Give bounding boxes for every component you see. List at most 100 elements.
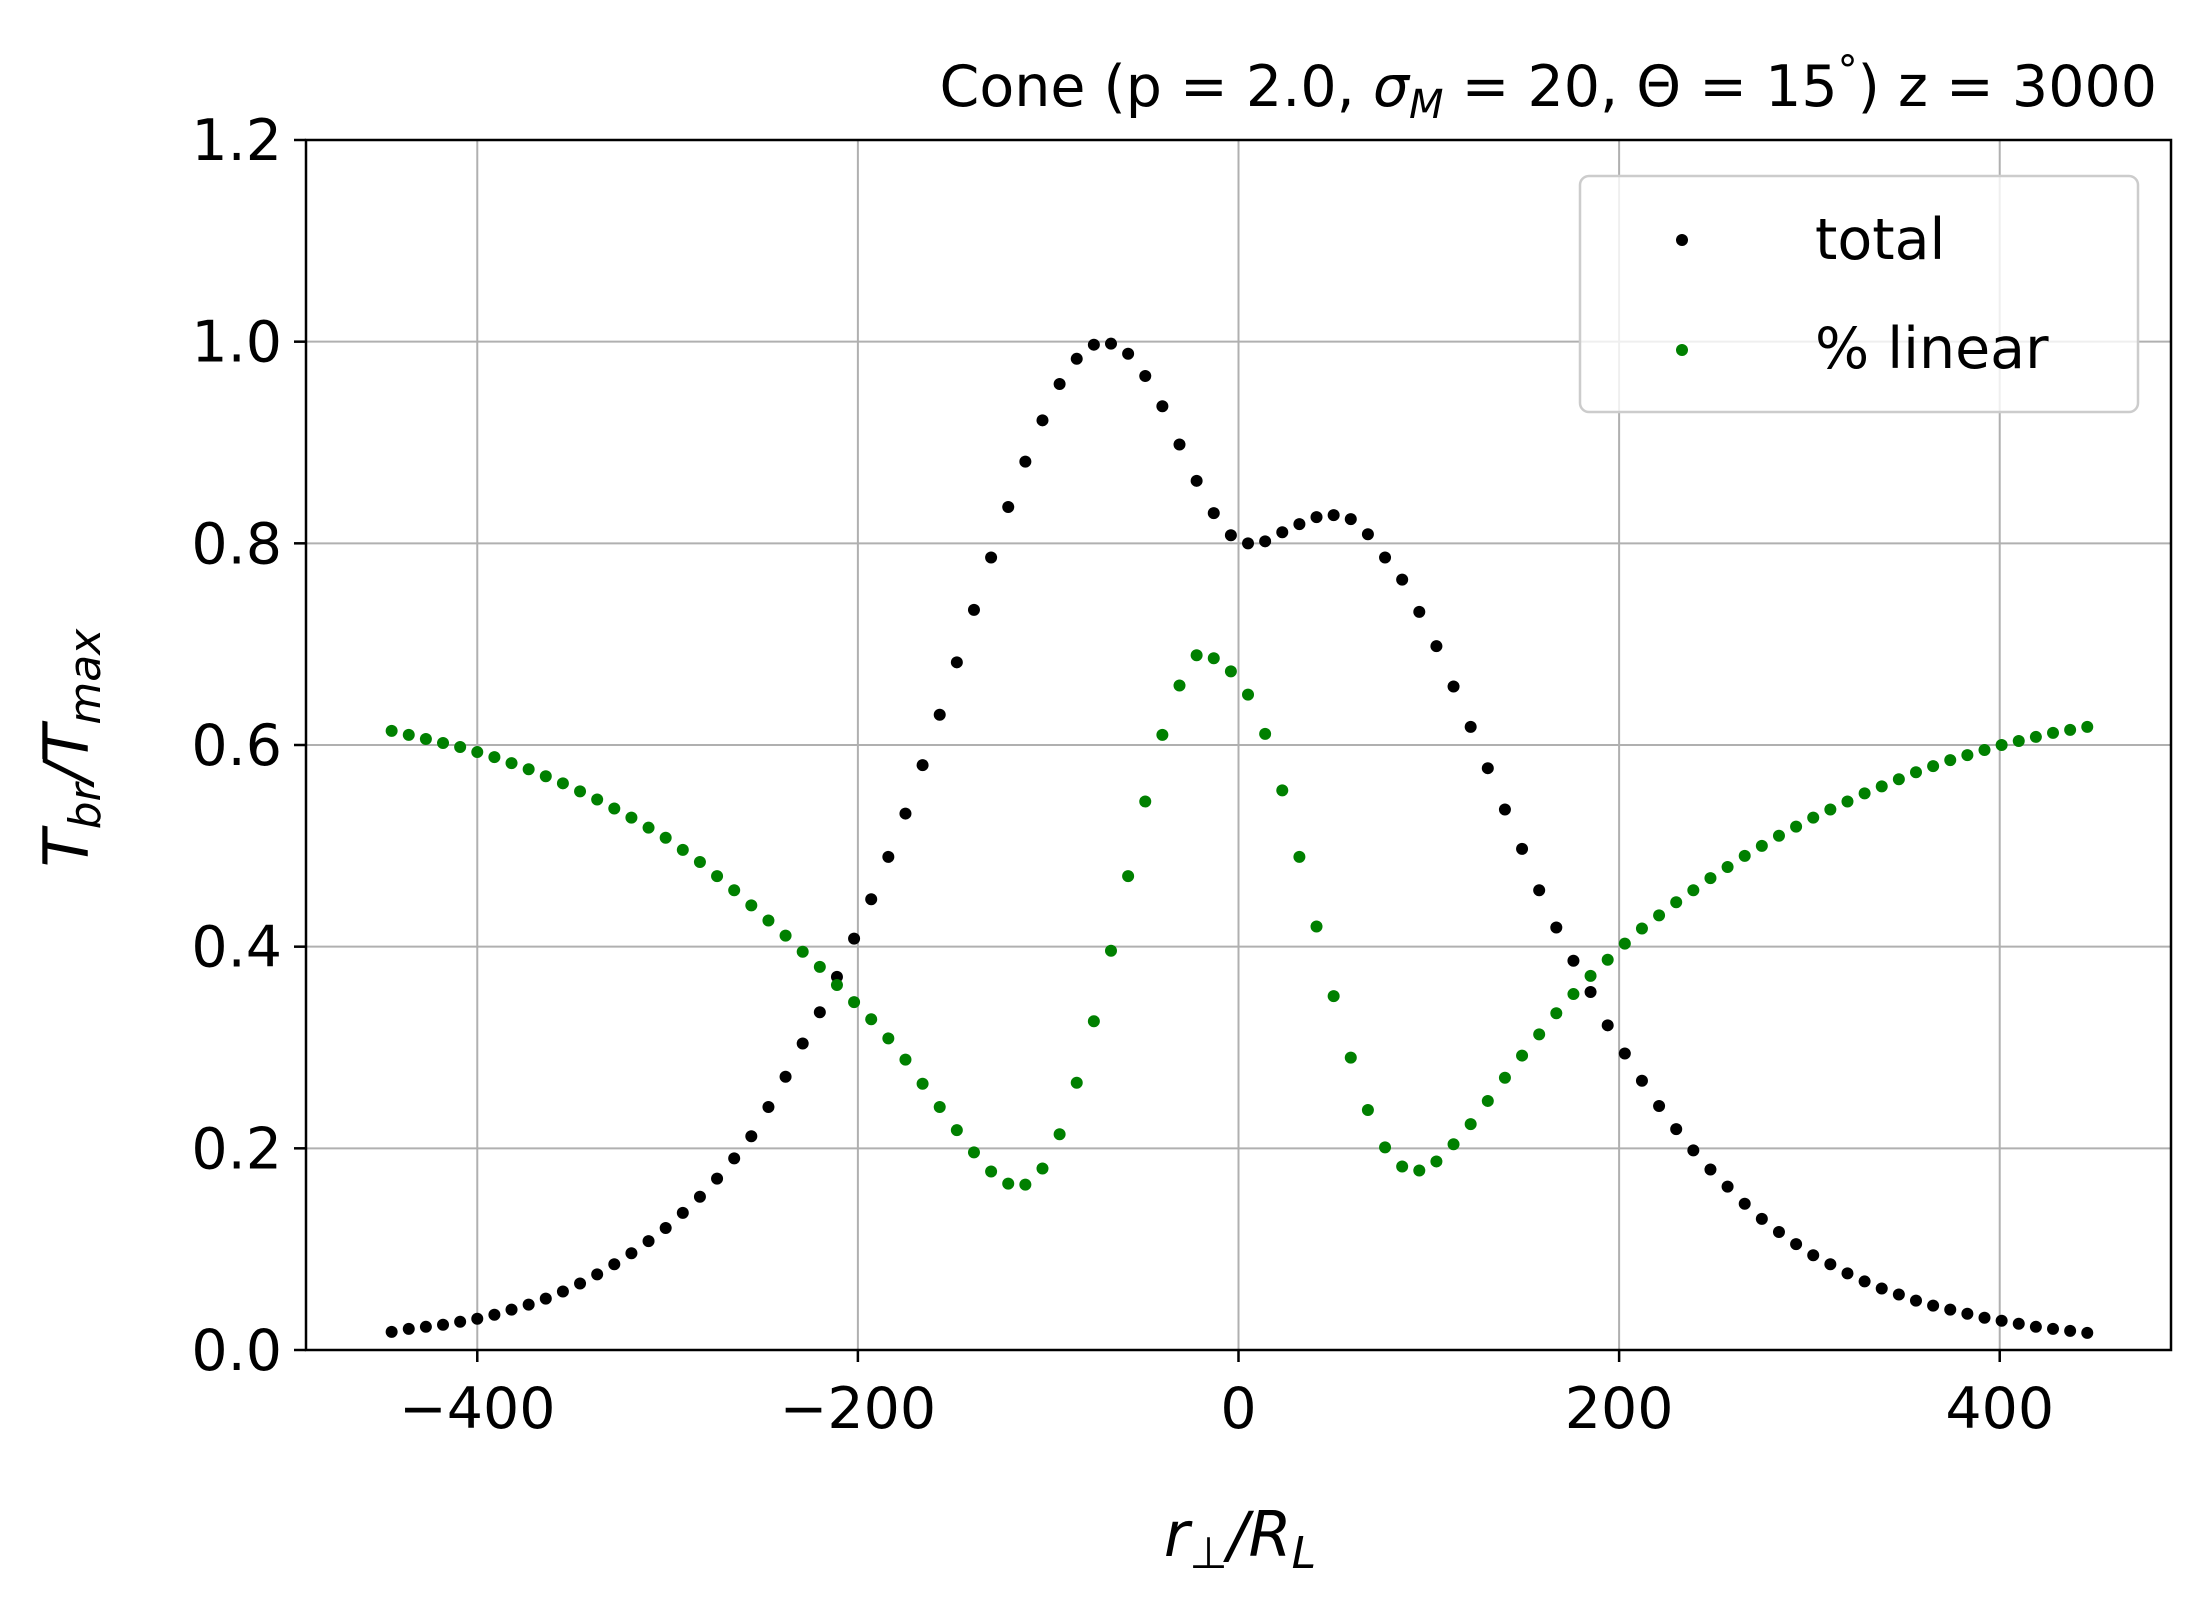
point-total: [779, 1070, 792, 1083]
y-tick-label: 0.2: [191, 1116, 282, 1182]
point-total: [505, 1303, 518, 1316]
point-linear: [1978, 744, 1991, 757]
legend-label-total: total: [1815, 207, 1945, 273]
point-linear: [1413, 1164, 1426, 1177]
point-total: [1156, 400, 1169, 413]
point-linear: [1772, 829, 1785, 842]
point-linear: [1498, 1071, 1511, 1084]
point-linear: [985, 1165, 998, 1178]
point-linear: [1139, 795, 1152, 808]
point-total: [676, 1206, 689, 1219]
point-linear: [1053, 1128, 1066, 1141]
point-linear: [1841, 795, 1854, 808]
legend-label-linear: % linear: [1815, 316, 2049, 382]
point-linear: [1892, 773, 1905, 786]
legend-marker-total: [1676, 234, 1688, 246]
point-total: [916, 759, 929, 772]
point-total: [1875, 1282, 1888, 1295]
point-linear: [1635, 922, 1648, 935]
point-total: [1858, 1275, 1871, 1288]
point-linear: [1447, 1138, 1460, 1151]
point-total: [385, 1325, 398, 1338]
point-total: [522, 1298, 535, 1311]
point-total: [762, 1100, 775, 1113]
point-linear: [796, 945, 809, 958]
point-linear: [1995, 739, 2008, 751]
y-tick-label: 0.6: [191, 713, 282, 779]
point-linear: [967, 1146, 980, 1159]
point-linear: [933, 1100, 946, 1113]
point-total: [1653, 1099, 1666, 1112]
point-linear: [454, 741, 467, 754]
point-total: [2047, 1322, 2060, 1335]
point-linear: [1533, 1028, 1546, 1041]
point-total: [1447, 680, 1460, 693]
point-linear: [899, 1053, 912, 1066]
point-linear: [642, 821, 655, 834]
point-linear: [1036, 1162, 1049, 1175]
point-linear: [1618, 937, 1631, 950]
point-linear: [711, 870, 724, 883]
point-total: [1070, 352, 1083, 365]
point-total: [711, 1172, 724, 1185]
point-total: [1909, 1294, 1922, 1307]
point-total: [625, 1247, 638, 1260]
point-linear: [950, 1124, 963, 1137]
point-linear: [1156, 728, 1169, 741]
point-linear: [1070, 1076, 1083, 1089]
x-tick-label: −200: [780, 1376, 937, 1442]
point-linear: [608, 802, 621, 815]
point-linear: [574, 785, 587, 798]
point-total: [693, 1190, 706, 1203]
point-total: [1550, 921, 1563, 934]
point-total: [1224, 529, 1237, 542]
point-linear: [1567, 988, 1580, 1001]
point-linear: [1002, 1177, 1015, 1190]
point-linear: [848, 996, 861, 1009]
point-linear: [1550, 1007, 1563, 1020]
point-linear: [865, 1013, 878, 1026]
point-linear: [1276, 784, 1289, 797]
point-linear: [1944, 754, 1957, 767]
point-linear: [385, 724, 398, 737]
point-total: [1841, 1267, 1854, 1280]
point-total: [454, 1315, 467, 1328]
point-linear: [539, 770, 552, 783]
point-linear: [1379, 1141, 1392, 1154]
point-linear: [1481, 1094, 1494, 1107]
point-total: [1824, 1258, 1837, 1271]
point-total: [985, 551, 998, 564]
point-total: [1002, 501, 1015, 514]
point-total: [2081, 1326, 2094, 1339]
point-total: [1567, 954, 1580, 967]
point-linear: [437, 736, 450, 749]
point-linear: [728, 884, 741, 897]
point-total: [950, 656, 963, 669]
x-tick-label: 0: [1220, 1376, 1256, 1442]
point-linear: [676, 843, 689, 856]
point-linear: [693, 855, 706, 868]
legend-marker-linear: [1676, 344, 1688, 356]
point-total: [1327, 509, 1340, 522]
point-linear: [471, 746, 484, 759]
point-linear: [1396, 1160, 1409, 1173]
point-linear: [1122, 870, 1135, 883]
point-total: [1310, 511, 1323, 524]
point-linear: [1824, 803, 1837, 816]
point-linear: [1259, 727, 1272, 740]
point-total: [1498, 803, 1511, 816]
point-linear: [1019, 1178, 1032, 1191]
point-total: [967, 603, 980, 616]
point-linear: [1242, 688, 1255, 701]
point-total: [899, 807, 912, 820]
point-linear: [1721, 861, 1734, 874]
point-total: [1670, 1123, 1683, 1136]
point-total: [402, 1322, 415, 1335]
point-total: [1704, 1163, 1717, 1176]
point-linear: [1755, 839, 1768, 852]
y-tick-label: 1.2: [191, 108, 282, 174]
point-linear: [1190, 649, 1203, 662]
point-total: [882, 850, 895, 863]
point-total: [1293, 518, 1306, 531]
